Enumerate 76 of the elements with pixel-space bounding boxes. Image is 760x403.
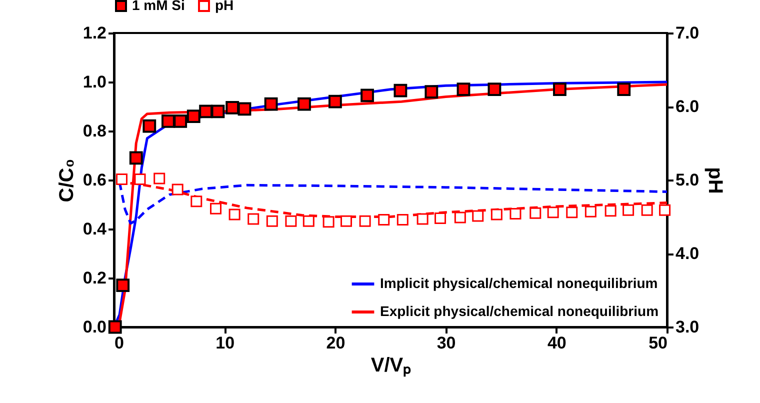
x-axis-title: V/Vₚ — [370, 354, 412, 378]
point — [424, 85, 438, 98]
point — [108, 320, 122, 334]
point — [174, 114, 188, 128]
y2-tick-label: 6.0 — [676, 97, 700, 116]
x-tick-label: 10 — [216, 334, 235, 352]
point — [416, 213, 428, 225]
point — [359, 215, 371, 227]
point — [228, 208, 240, 220]
point — [584, 206, 596, 218]
point — [394, 84, 408, 98]
point — [340, 215, 352, 227]
point — [154, 172, 166, 184]
legend-label: 1 mM Si — [132, 0, 185, 13]
point — [172, 184, 184, 196]
point — [285, 215, 297, 227]
legend-label: pH — [215, 0, 234, 13]
point — [264, 97, 278, 111]
point — [226, 101, 240, 114]
point — [617, 82, 631, 96]
point — [490, 208, 502, 220]
point — [238, 102, 252, 116]
point — [622, 204, 634, 216]
point — [116, 278, 130, 292]
x-tick-label: 50 — [648, 334, 668, 352]
point — [510, 208, 522, 220]
point — [129, 151, 143, 165]
y2-tick-label: 3.0 — [676, 318, 700, 336]
point — [142, 119, 156, 133]
y-tick-label: 0.0 — [82, 318, 106, 336]
legend-label: Implicit physical/chemical nonequilibrium — [380, 275, 658, 291]
y2-tick-label: 7.0 — [676, 24, 700, 42]
point — [604, 205, 616, 217]
x-tick-label: 20 — [326, 334, 346, 352]
point — [199, 104, 212, 118]
point — [434, 212, 446, 224]
point — [328, 94, 342, 108]
y-tick-label: 0.2 — [82, 268, 106, 288]
point — [248, 213, 260, 225]
point — [547, 206, 559, 218]
point — [641, 204, 653, 216]
point — [659, 204, 671, 216]
point — [378, 214, 390, 226]
legend-label: Explicit physical/chemical nonequilibrium — [380, 303, 659, 319]
point — [456, 82, 470, 96]
point — [530, 207, 542, 219]
x-tick-label: 30 — [436, 334, 456, 352]
point — [210, 202, 222, 214]
point — [211, 104, 225, 118]
y-tick-label: 0.6 — [82, 170, 106, 190]
point — [186, 110, 200, 123]
point — [266, 215, 278, 227]
point — [116, 174, 128, 186]
point — [566, 206, 578, 218]
point — [190, 196, 202, 208]
y-tick-label: 0.4 — [82, 220, 108, 238]
y-tick-label: 0.8 — [82, 122, 106, 140]
y2-tick-label: 5.0 — [676, 170, 700, 190]
y-tick-label: 1.2 — [82, 24, 106, 42]
point — [134, 174, 146, 186]
point — [553, 82, 566, 96]
point — [472, 210, 484, 222]
y-axis-title: C/C₀ — [56, 158, 78, 202]
point — [298, 97, 311, 111]
x-tick-label: 40 — [547, 334, 566, 352]
point — [302, 215, 314, 227]
y2-tick-label: 4.0 — [676, 244, 700, 263]
point — [161, 114, 175, 128]
y2-axis-title: pH — [704, 167, 726, 194]
point — [396, 214, 408, 226]
point — [454, 212, 466, 224]
y-tick-label: 1.0 — [82, 72, 106, 92]
point — [360, 88, 374, 102]
point — [322, 216, 334, 228]
point — [488, 82, 502, 96]
x-tick-label: 0 — [114, 334, 124, 352]
